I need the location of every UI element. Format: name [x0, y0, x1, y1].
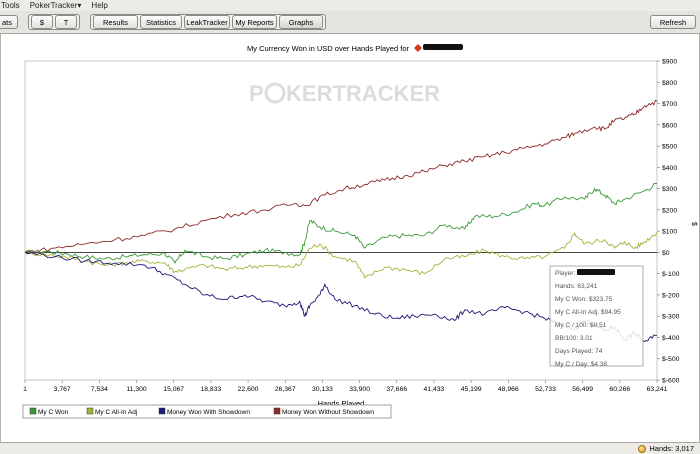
- series-line-my-c-won: [24, 182, 658, 265]
- tooltip-player-redaction: [577, 269, 615, 275]
- player-name-redacted: [414, 44, 463, 52]
- y-tick-label: $700: [662, 101, 677, 108]
- x-tick-label: 18,833: [200, 386, 221, 393]
- dollar-button[interactable]: $: [31, 15, 53, 29]
- y-tick-label: $500: [662, 144, 677, 151]
- legend-swatch: [86, 407, 94, 415]
- menu-pokertracker[interactable]: PokerTracker▾: [29, 1, 82, 10]
- y-tick-label: $400: [662, 165, 677, 172]
- x-axis: 1 3,767 7,534 11,300 15,067 18,833 22,600 26,36…: [23, 380, 668, 393]
- y-tick-label: $-500: [662, 356, 680, 363]
- y-tick-label: $200: [662, 207, 677, 214]
- legend-box: [22, 404, 392, 419]
- tooltip-line: My C All-In Adj: $94.95: [555, 309, 621, 316]
- pokertracker-watermark: P KERTRACKER: [249, 81, 440, 106]
- toolbar: ats $ T Results Statistics LeakTracker M…: [0, 11, 700, 34]
- status-bar: Hands: 3,017: [0, 442, 700, 454]
- x-tick-label: 7,534: [91, 386, 108, 393]
- tooltip-player: Player:: [555, 270, 575, 277]
- y-tick-label: $-200: [662, 292, 680, 299]
- series-line-my-c-all-in-adj: [24, 231, 658, 279]
- x-tick-label: 63,241: [647, 386, 668, 393]
- player-rank-icon: [414, 44, 422, 52]
- legend-item-my-c-all-in-adj[interactable]: My C All-In Adj: [86, 407, 137, 416]
- legend-label: Money Won Without Showdown: [282, 409, 374, 416]
- tab-statistics[interactable]: Statistics: [140, 15, 182, 29]
- legend-label: My C Won: [38, 409, 69, 416]
- stats-button[interactable]: ats: [0, 15, 18, 29]
- x-tick-label: 3,767: [54, 386, 71, 393]
- tooltip-line: My C Won: $323.75: [555, 296, 613, 303]
- x-tick-label: 11,300: [126, 386, 147, 393]
- y-axis-title: $: [690, 222, 697, 226]
- x-tick-label: 33,900: [349, 386, 370, 393]
- legend-item-money-won-with-showdown[interactable]: Money Won With Showdown: [158, 407, 250, 416]
- x-tick-label: 26,367: [275, 386, 296, 393]
- refresh-button[interactable]: Refresh: [650, 15, 696, 29]
- chart-legend: My C Won My C All-In Adj Money Won With …: [22, 404, 392, 419]
- x-tick-label: 48,966: [498, 386, 519, 393]
- x-tick-label: 37,666: [386, 386, 407, 393]
- tooltip-line: My C / 100: $0.51: [555, 322, 607, 329]
- x-tick-label: 45,199: [461, 386, 482, 393]
- results-chart[interactable]: My Currency Won in USD over Hands Played…: [1, 34, 699, 442]
- y-tick-label: $800: [662, 80, 677, 87]
- x-tick-label: 60,266: [609, 386, 630, 393]
- tooltip-line: Hands: 63,241: [555, 283, 598, 290]
- graph-panel: My Currency Won in USD over Hands Played…: [0, 34, 700, 442]
- legend-swatch: [158, 407, 166, 415]
- legend-label: My C All-In Adj: [95, 409, 137, 416]
- y-tick-label: $-300: [662, 314, 680, 321]
- y-tick-label: $600: [662, 122, 677, 129]
- plot-area: [24, 60, 658, 381]
- menu-bar: Tools PokerTracker▾ Help: [0, 0, 700, 11]
- y-tick-label: $-100: [662, 271, 680, 278]
- tab-leaktracker[interactable]: LeakTracker: [184, 15, 230, 29]
- x-tick-label: 41,433: [424, 386, 445, 393]
- legend-swatch: [29, 407, 37, 415]
- y-tick-label: $-600: [662, 378, 680, 385]
- y-tick-label: $900: [662, 59, 677, 66]
- x-axis-title: Hands Played: [318, 399, 365, 408]
- y-tick-label: $-400: [662, 335, 680, 342]
- watermark-chip-icon: [264, 82, 286, 104]
- hands-coin-icon: [638, 444, 647, 453]
- t-button[interactable]: T: [55, 15, 77, 29]
- y-tick-label: $0: [662, 250, 670, 257]
- hover-tooltip: Player: Hands: 63,241 My C Won: $323.75 …: [549, 265, 644, 368]
- svg-text:P: P: [249, 81, 264, 106]
- tooltip-line: My C / Day: $4.38: [555, 361, 607, 368]
- y-tick-label: $100: [662, 229, 677, 236]
- y-tick-label: $300: [662, 186, 677, 193]
- tab-my-reports[interactable]: My Reports: [232, 15, 277, 29]
- x-tick-label: 22,600: [238, 386, 259, 393]
- hands-count: Hands: 3,017: [649, 444, 694, 453]
- series-line-money-won-without-showdown: [24, 99, 658, 254]
- x-tick-label: 30,133: [312, 386, 333, 393]
- svg-text:KERTRACKER: KERTRACKER: [286, 81, 440, 106]
- menu-tools[interactable]: Tools: [1, 1, 20, 10]
- chart-title: My Currency Won in USD over Hands Played…: [247, 44, 410, 53]
- legend-item-my-c-won[interactable]: My C Won: [29, 407, 69, 416]
- legend-swatch: [273, 407, 281, 415]
- legend-item-money-won-without-showdown[interactable]: Money Won Without Showdown: [273, 407, 374, 416]
- y-axis: $-600 $-500 $-400 $-300 $-200 $-100 $0 $100 $200…: [657, 59, 680, 385]
- tab-graphs[interactable]: Graphs: [279, 15, 323, 29]
- tooltip-line: BB/100: 3.01: [555, 335, 593, 342]
- x-tick-label: 52,733: [535, 386, 556, 393]
- x-tick-label: 56,499: [572, 386, 593, 393]
- redaction-bar: [423, 44, 463, 50]
- x-tick-label: 1: [23, 386, 27, 393]
- legend-label: Money Won With Showdown: [167, 409, 250, 416]
- tab-results[interactable]: Results: [93, 15, 138, 29]
- tooltip-line: Days Played: 74: [555, 348, 603, 355]
- x-tick-label: 15,067: [163, 386, 184, 393]
- menu-help[interactable]: Help: [91, 1, 108, 10]
